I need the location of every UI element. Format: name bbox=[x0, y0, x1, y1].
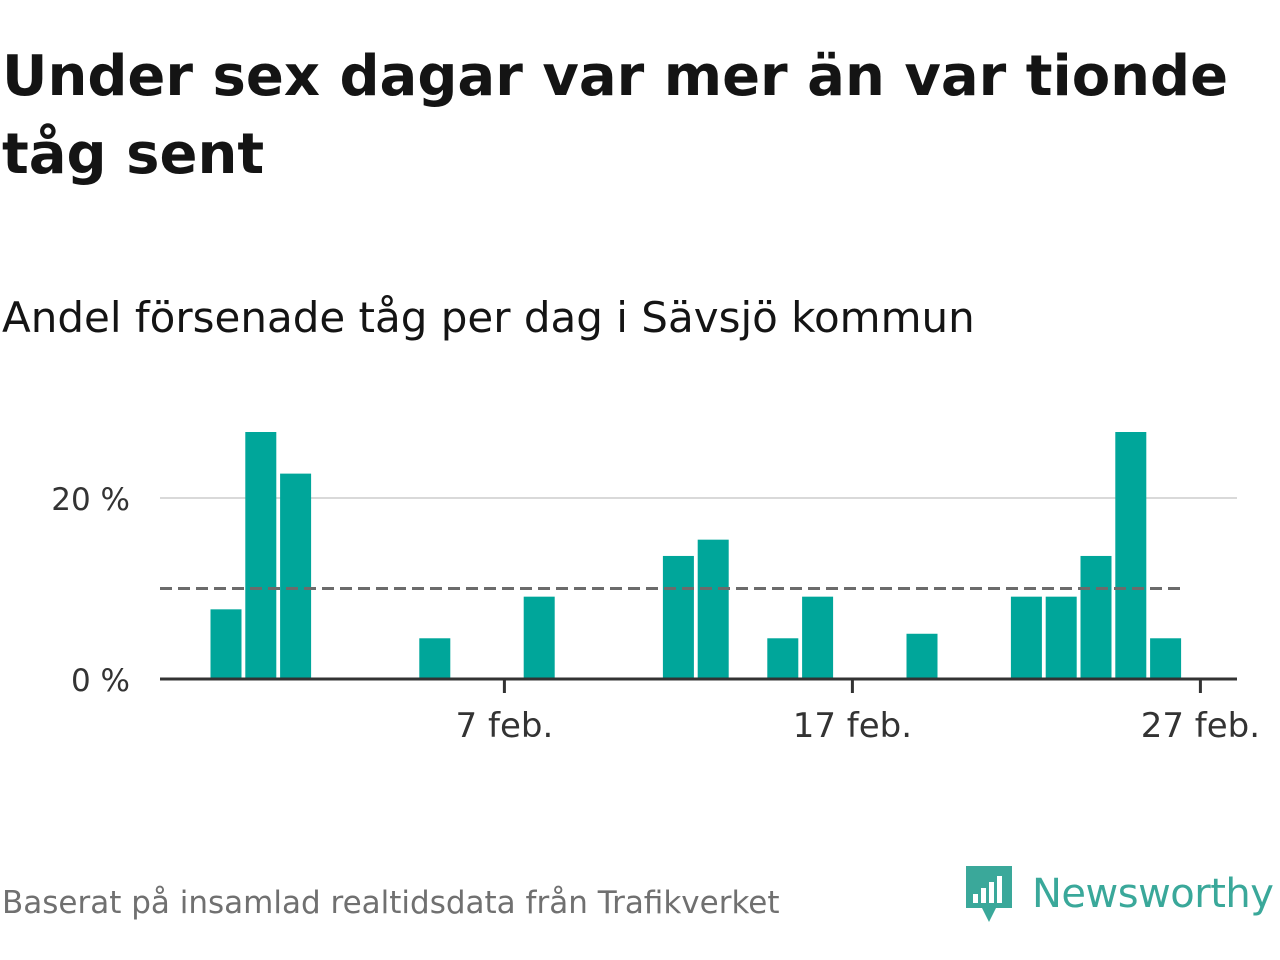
bar-chart: 0 % 20 % 7 feb. 17 feb. 27 feb. bbox=[51, 432, 1260, 746]
x-tick-label: 7 feb. bbox=[456, 706, 554, 746]
y-tick-label: 20 % bbox=[51, 482, 130, 518]
x-tick-label: 27 feb. bbox=[1141, 706, 1260, 746]
bar bbox=[245, 432, 277, 679]
brand-logo: Newsworthy bbox=[964, 864, 1274, 924]
source-note: Baserat på insamlad realtidsdata från Tr… bbox=[2, 885, 780, 921]
chart-title: Under sex dagar var mer än var tionde tå… bbox=[2, 44, 1229, 187]
brand-name: Newsworthy bbox=[1032, 871, 1274, 917]
bar bbox=[280, 473, 312, 679]
bar bbox=[1150, 638, 1182, 679]
bar bbox=[523, 596, 555, 679]
chart-subtitle: Andel försenade tåg per dag i Sävsjö kom… bbox=[2, 293, 975, 342]
bar bbox=[1080, 555, 1112, 679]
bar bbox=[767, 638, 799, 679]
bar bbox=[210, 609, 242, 679]
bar bbox=[419, 638, 451, 679]
bar bbox=[906, 633, 938, 679]
bar bbox=[697, 539, 729, 679]
bar bbox=[1045, 596, 1077, 679]
y-tick-label: 0 % bbox=[71, 663, 130, 699]
newsworthy-logo-icon bbox=[966, 866, 1012, 922]
x-tick-label: 17 feb. bbox=[793, 706, 912, 746]
bar bbox=[662, 555, 694, 679]
bar bbox=[1115, 432, 1147, 679]
bar bbox=[802, 596, 834, 679]
bar bbox=[1010, 596, 1042, 679]
